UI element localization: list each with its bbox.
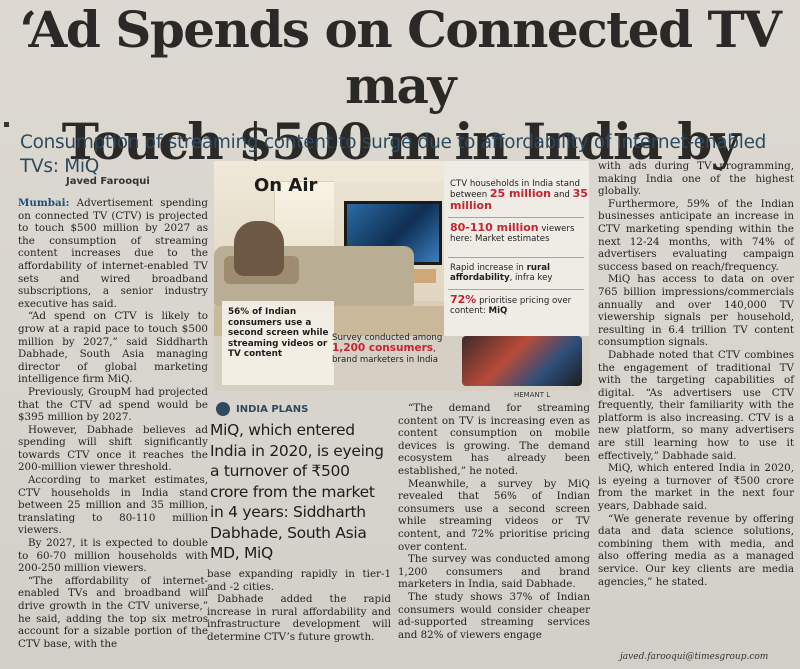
paragraph: “The demand for streaming content on TV … <box>398 402 590 477</box>
paragraph: Dabhade noted that CTV combines the enga… <box>598 348 794 462</box>
paragraph: base expanding rapidly in tier-1 and -2 … <box>207 568 391 593</box>
paragraph: Dabhade added the rapid increase in rura… <box>207 593 391 643</box>
headline-line-1: ‘Ad Spends on Connected TV may <box>19 0 782 115</box>
stat-second-screen: 56% of Indian consumers use a second scr… <box>228 307 329 359</box>
fact-pricing: 72% prioritise pricing over content: MiQ <box>450 293 572 317</box>
paragraph: Previously, GroupM had projected that th… <box>18 385 208 424</box>
fact-viewers: 80-110 million viewers here: Market esti… <box>450 221 575 245</box>
stat-box <box>222 301 334 385</box>
paragraph: “Ad spend on CTV is likely to grow at a … <box>18 310 208 386</box>
byline: Javed Farooqui <box>66 176 150 187</box>
paragraph: MiQ has access to data on over 765 billi… <box>598 273 794 349</box>
article-column-1: Mumbai: Advertisement spending on connec… <box>18 197 208 650</box>
india-plans-quote: MiQ, which entered India in 2020, is eye… <box>210 421 384 562</box>
paragraph: Meanwhile, a survey by MiQ revealed that… <box>398 477 590 553</box>
subheadline: Consumption of streaming content to surg… <box>20 132 767 177</box>
paragraph: By 2027, it is expected to double to 60-… <box>18 537 208 575</box>
article-column-2: base expanding rapidly in tier-1 and -2 … <box>207 568 391 644</box>
survey-fact: Survey conducted among 1,200 consumers, … <box>332 333 443 365</box>
dateline: Mumbai: <box>18 197 70 209</box>
divider <box>448 289 584 290</box>
paragraph: According to market estimates, CTV house… <box>18 474 208 537</box>
facts-panel <box>444 161 589 336</box>
paragraph: “We generate revenue by offering data an… <box>598 512 794 588</box>
india-plans-label: INDIA PLANS <box>236 404 309 415</box>
article-column-3: “The demand for streaming content on TV … <box>398 402 590 641</box>
paragraph: The study shows 37% of Indian consumers … <box>398 590 590 641</box>
toi-logo-icon <box>216 402 230 416</box>
paragraph: However, Dabhade believes ad spending wi… <box>18 423 208 474</box>
infographic: On Air CTV households in India stand bet… <box>214 161 589 391</box>
paragraph: “The affordability of internet-enabled T… <box>18 574 208 650</box>
tablet-image <box>462 336 582 386</box>
fact-households: CTV households in India stand between 25… <box>450 179 588 212</box>
paragraph: Mumbai: Advertisement spending on connec… <box>18 197 208 310</box>
paragraph: Furthermore, 59% of the Indian businesse… <box>598 197 794 273</box>
author-email: javed.farooqui@timesgroup.com <box>620 652 769 662</box>
paragraph: MiQ, which entered India in 2020, is eye… <box>598 462 794 513</box>
column-marker <box>4 122 9 127</box>
fact-rural: Rapid increase in rural affordability, i… <box>450 263 553 284</box>
graphic-title: On Air <box>254 175 318 196</box>
person-silhouette <box>234 221 284 276</box>
graphic-credit: HEMANT L <box>514 391 551 399</box>
paragraph: The survey was conducted among 1,200 con… <box>398 553 590 591</box>
divider <box>448 217 584 218</box>
divider <box>448 257 584 258</box>
paragraph: with ads during TV programming, making I… <box>598 160 794 198</box>
article-column-4: with ads during TV programming, making I… <box>598 160 794 588</box>
